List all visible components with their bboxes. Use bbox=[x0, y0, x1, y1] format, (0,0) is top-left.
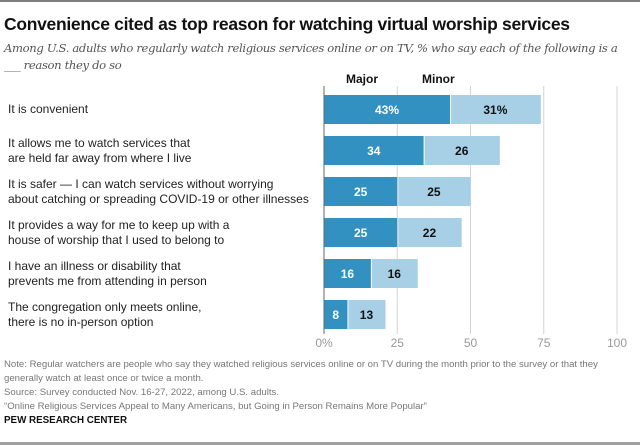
data-label: 26 bbox=[455, 144, 469, 158]
top-rule bbox=[0, 0, 640, 2]
bar-major bbox=[324, 218, 398, 247]
category-label-line: about catching or spreading COVID-19 or … bbox=[8, 191, 309, 206]
category-label-line: It is convenient bbox=[8, 102, 89, 116]
chart-title: Convenience cited as top reason for watc… bbox=[4, 14, 570, 34]
report-title: “Online Religious Services Appeal to Man… bbox=[4, 401, 427, 412]
x-tick-label: 0% bbox=[315, 336, 333, 350]
category-label-line: I have an illness or disability that bbox=[8, 258, 181, 273]
bar-major bbox=[324, 259, 371, 288]
bar-minor bbox=[398, 177, 471, 206]
data-label: 16 bbox=[388, 267, 402, 281]
category-label-line: It provides a way for me to keep up with… bbox=[8, 217, 230, 232]
legend-minor: Minor bbox=[422, 72, 455, 86]
x-tick-label: 25 bbox=[391, 336, 405, 350]
bar-minor bbox=[348, 300, 386, 329]
note-text: Note: Regular watchers are people who sa… bbox=[4, 359, 598, 384]
chart-subtitle: Among U.S. adults who regularly watch re… bbox=[4, 41, 618, 72]
category-label-line: there is no in-person option bbox=[8, 314, 154, 329]
data-label: 25 bbox=[354, 226, 368, 240]
bar-major bbox=[324, 95, 450, 124]
category-label-line: prevents me from attending in person bbox=[8, 273, 207, 288]
data-label: 13 bbox=[360, 308, 374, 322]
category-label-line: house of worship that I used to belong t… bbox=[8, 232, 225, 247]
bar-minor bbox=[424, 136, 500, 165]
chart-notes: Note: Regular watchers are people who sa… bbox=[4, 358, 634, 414]
category-label: It allows me to watch services that are h… bbox=[8, 136, 191, 166]
category-label: I have an illness or disability that prev… bbox=[8, 259, 207, 289]
bar-minor bbox=[371, 259, 418, 288]
data-label: 16 bbox=[341, 267, 355, 281]
category-label: The congregation only meets online, there… bbox=[8, 300, 201, 330]
x-tick-label: 50 bbox=[464, 336, 478, 350]
data-label: 22 bbox=[423, 226, 437, 240]
brand-logo-text: PEW RESEARCH CENTER bbox=[4, 415, 128, 426]
bar-major bbox=[324, 300, 348, 329]
bar-minor bbox=[398, 218, 462, 247]
data-label: 8 bbox=[332, 308, 339, 322]
legend-major: Major bbox=[346, 72, 379, 86]
bar-minor bbox=[450, 95, 541, 124]
category-label: It is convenient bbox=[8, 102, 88, 117]
category-label-line: are held far away from where I live bbox=[8, 150, 192, 165]
category-label-line: The congregation only meets online, bbox=[8, 299, 202, 314]
data-label: 25 bbox=[427, 185, 441, 199]
data-label: 25 bbox=[354, 185, 368, 199]
data-label: 34 bbox=[367, 144, 381, 158]
category-label-line: It allows me to watch services that bbox=[8, 135, 191, 150]
category-label: It is safer — I can watch services witho… bbox=[8, 177, 309, 207]
bar-major bbox=[324, 136, 424, 165]
bar-major bbox=[324, 177, 398, 206]
source-text: Source: Survey conducted Nov. 16-27, 202… bbox=[4, 387, 280, 398]
x-tick-label: 100 bbox=[607, 336, 627, 350]
bottom-rule bbox=[0, 442, 640, 445]
data-label: 43% bbox=[375, 103, 399, 117]
x-tick-label: 75 bbox=[537, 336, 551, 350]
category-label-line: It is safer — I can watch services witho… bbox=[8, 176, 274, 191]
data-label: 31% bbox=[483, 103, 507, 117]
category-label: It provides a way for me to keep up with… bbox=[8, 218, 229, 248]
